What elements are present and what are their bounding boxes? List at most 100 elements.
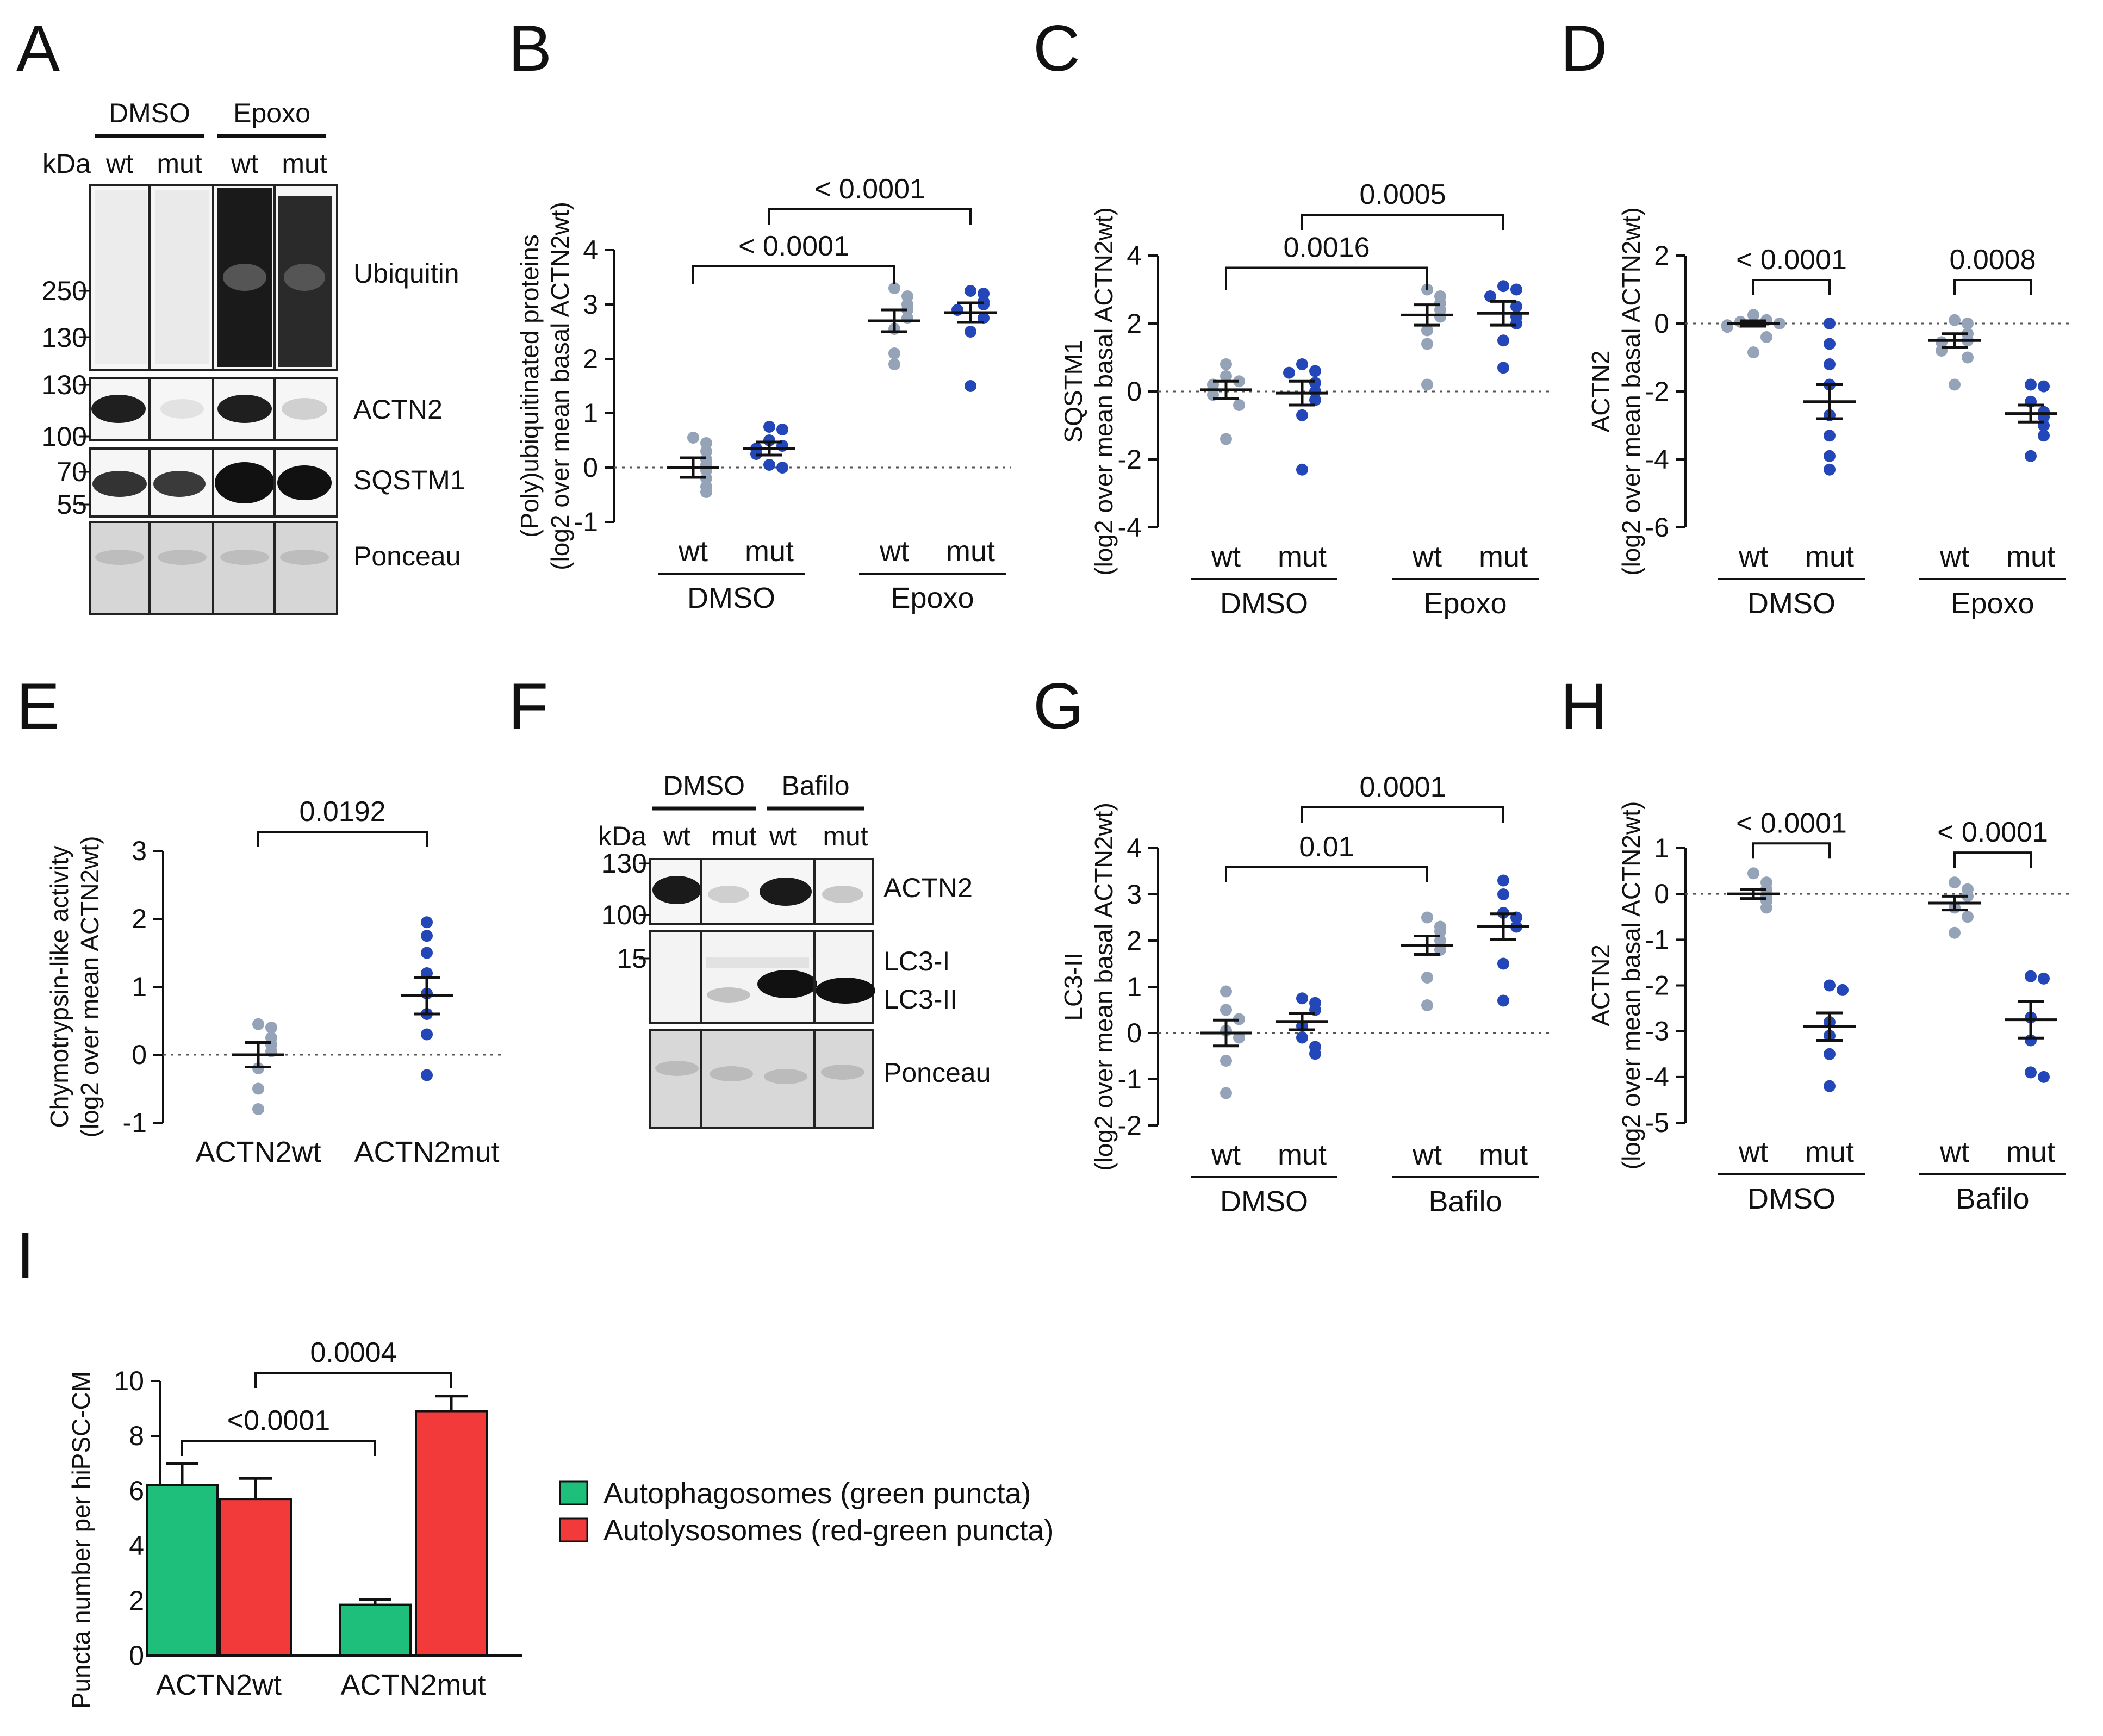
p-value-label-d: 0.0008 — [1949, 244, 2036, 276]
y-tick-label-i: 6 — [129, 1476, 144, 1506]
data-point-b — [888, 347, 900, 359]
group-label-d: DMSO — [1747, 587, 1836, 620]
y-tick-label-b: -1 — [574, 507, 598, 537]
blot-a-group-dmso: DMSO — [109, 98, 190, 128]
blot-a-lane-3: wt — [231, 148, 258, 179]
bar-i — [415, 1410, 488, 1657]
data-point-c — [1220, 433, 1232, 445]
legend-label-i: Autophagosomes (green puncta) — [603, 1477, 1031, 1510]
data-point-g — [1220, 1087, 1232, 1099]
panel-letter-b: B — [508, 12, 552, 85]
y-tick-label-d: -6 — [1645, 512, 1669, 543]
data-point-g — [1497, 994, 1509, 1007]
data-point-c — [1510, 300, 1522, 313]
y-tick-label-e: 3 — [132, 836, 147, 866]
y-tick-label-h: -5 — [1645, 1107, 1669, 1138]
data-point-c — [1309, 394, 1321, 406]
data-point-h — [1747, 867, 1759, 880]
p-value-label-c: 0.0005 — [1359, 179, 1446, 210]
blot-a-kda-label: kDa — [42, 148, 91, 179]
data-point-g — [1233, 1031, 1245, 1044]
data-point-d — [1824, 430, 1836, 442]
y-tick-label-i: 4 — [129, 1530, 144, 1561]
group-label-c: DMSO — [1220, 587, 1308, 620]
y-tick-label-d: 2 — [1654, 240, 1669, 271]
y-tick-label-b: 4 — [583, 235, 598, 265]
data-point-h — [1824, 1080, 1836, 1092]
blot-f-kda-label: kDa — [598, 821, 646, 851]
y-tick-label-b: 3 — [583, 289, 598, 320]
x-tick-label-g: mut — [1479, 1138, 1528, 1171]
data-point-c — [1421, 338, 1433, 350]
comparison-bracket-i — [181, 1440, 376, 1456]
panel-letter-e: E — [16, 670, 60, 743]
x-tick-label-d: mut — [2006, 540, 2055, 573]
bar-i — [339, 1603, 412, 1657]
p-value-label-i: <0.0001 — [227, 1405, 330, 1436]
comparison-bracket-d — [1953, 279, 2032, 295]
blot-f-lane-3: wt — [769, 821, 797, 851]
data-point-c — [1497, 334, 1509, 347]
group-label-h: DMSO — [1747, 1183, 1836, 1215]
data-point-g — [1220, 1055, 1232, 1067]
y-axis-label-line-c: SQSTM1 — [1059, 340, 1087, 443]
chart-g: -2 -1 0 1 2 3 4 LC3-II(log2 over mean basal ACT… — [1059, 771, 1550, 1218]
p-value-label-b: < 0.0001 — [814, 173, 925, 205]
panel-letter-g: G — [1033, 670, 1084, 743]
group-label-b: Epoxo — [891, 582, 974, 614]
data-point-g — [1309, 1048, 1321, 1060]
comparison-bracket-g — [1301, 806, 1504, 823]
y-tick-label-h: -2 — [1645, 970, 1669, 1001]
y-axis-label-line-h: ACTN2 — [1586, 944, 1615, 1026]
data-point-b — [763, 421, 775, 433]
data-point-d — [1824, 463, 1836, 476]
data-point-h — [2038, 1071, 2050, 1083]
y-tick-label-c: -2 — [1118, 444, 1142, 475]
data-point-e — [421, 916, 433, 929]
y-tick-label-h: 0 — [1654, 879, 1669, 909]
comparison-bracket-h — [1953, 851, 2032, 868]
data-point-h — [2025, 970, 2037, 982]
panel-letter-i: I — [16, 1219, 34, 1292]
x-tick-label-c: wt — [1211, 540, 1241, 573]
data-point-g — [1434, 944, 1446, 956]
comparison-bracket-e — [257, 831, 428, 847]
data-point-g — [1421, 911, 1433, 924]
data-point-g — [1497, 874, 1509, 887]
y-tick-label-e: -1 — [123, 1107, 147, 1138]
p-value-label-c: 0.0016 — [1283, 232, 1370, 264]
data-point-g — [1421, 972, 1433, 984]
y-axis-label-line-e: (log2 over mean ACTN2wt) — [76, 836, 104, 1138]
data-point-c — [1296, 463, 1308, 476]
y-tick-label-i: 8 — [129, 1421, 144, 1451]
data-point-b — [700, 486, 712, 498]
p-value-label-h: < 0.0001 — [1937, 817, 2048, 848]
y-axis-label-b: (Poly)ubiquitinated proteins(log2 over m… — [515, 202, 574, 570]
x-tick-label-e: ACTN2mut — [354, 1136, 499, 1168]
blot-f-lane-4: mut — [823, 821, 868, 851]
blot-a-lane-1: wt — [105, 148, 133, 179]
data-point-b — [965, 380, 976, 392]
y-tick-label-d: -2 — [1645, 376, 1669, 407]
data-point-h — [2038, 972, 2050, 985]
blot-a: DMSO Epoxo kDa wt mut wt mut — [42, 98, 465, 615]
blot-a-lane-2: mut — [157, 148, 202, 179]
x-tick-label-c: mut — [1278, 540, 1327, 573]
y-axis-label-line-i: Puncta number per hiPSC-CM — [67, 1371, 95, 1709]
group-label-h: Bafilo — [1956, 1183, 2029, 1215]
data-point-d — [2025, 378, 2037, 391]
panel-letter-h: H — [1560, 670, 1608, 743]
panel-letter-c: C — [1033, 12, 1080, 85]
data-point-h — [1837, 984, 1849, 996]
y-axis-label-line-b: (log2 over mean basal ACTN2wt) — [546, 202, 574, 570]
x-tick-label-i: ACTN2wt — [156, 1669, 282, 1701]
x-tick-label-d: wt — [1738, 540, 1768, 573]
y-tick-label-e: 2 — [132, 904, 147, 934]
data-point-e — [421, 930, 433, 942]
data-point-c — [1296, 358, 1308, 370]
y-tick-label-b: 0 — [583, 452, 598, 483]
x-tick-label-c: mut — [1479, 540, 1528, 573]
blot-f-band-ponceau: Ponceau — [883, 1057, 991, 1088]
data-point-d — [1962, 351, 1974, 364]
